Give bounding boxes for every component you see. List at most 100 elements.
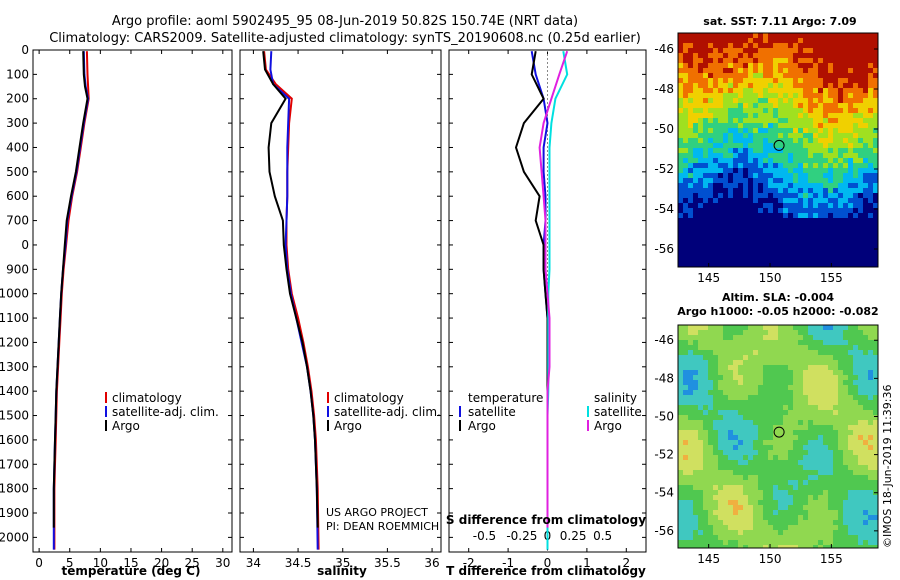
heatmap-cell [688, 525, 693, 530]
heatmap-cell [818, 108, 823, 113]
heatmap-cell [788, 475, 793, 480]
heatmap-cell [728, 73, 733, 78]
heatmap-cell [873, 380, 878, 385]
heatmap-cell [688, 495, 693, 500]
heatmap-cell [793, 340, 798, 345]
heatmap-cell [693, 208, 698, 213]
heatmap-cell [678, 183, 683, 188]
heatmap-cell [758, 213, 763, 218]
heatmap-cell [733, 330, 738, 335]
heatmap-cell [853, 93, 858, 98]
heatmap-cell [828, 485, 833, 490]
heatmap-cell [703, 83, 708, 88]
heatmap-cell [803, 63, 808, 68]
heatmap-cell [693, 198, 698, 203]
heatmap-cell [853, 330, 858, 335]
heatmap-cell [778, 228, 783, 233]
heatmap-cell [813, 345, 818, 350]
heatmap-cell [758, 500, 763, 505]
heatmap-cell [738, 178, 743, 183]
heatmap-cell [758, 475, 763, 480]
heatmap-cell [713, 495, 718, 500]
heatmap-cell [693, 355, 698, 360]
heatmap-cell [683, 233, 688, 238]
heatmap-cell [793, 390, 798, 395]
heatmap-cell [808, 188, 813, 193]
heatmap-cell [808, 68, 813, 73]
heatmap-cell [728, 370, 733, 375]
heatmap-cell [818, 470, 823, 475]
heatmap-cell [788, 385, 793, 390]
heatmap-cell [833, 173, 838, 178]
heatmap-cell [798, 98, 803, 103]
heatmap-cell [698, 475, 703, 480]
heatmap-cell [708, 335, 713, 340]
heatmap-cell [808, 470, 813, 475]
heatmap-cell [788, 63, 793, 68]
heatmap-cell [858, 133, 863, 138]
heatmap-cell [863, 123, 868, 128]
heatmap-cell [803, 188, 808, 193]
heatmap-cell [828, 158, 833, 163]
heatmap-cell [733, 153, 738, 158]
heatmap-cell [733, 83, 738, 88]
heatmap-cell [773, 248, 778, 253]
heatmap-cell [723, 475, 728, 480]
lon-tick-label: 150 [759, 552, 782, 566]
heatmap-cell [743, 330, 748, 335]
heatmap-cell [838, 455, 843, 460]
heatmap-cell [868, 98, 873, 103]
heatmap-cell [723, 345, 728, 350]
heatmap-cell [738, 355, 743, 360]
heatmap-cell [858, 520, 863, 525]
heatmap-cell [733, 163, 738, 168]
heatmap-cell [728, 450, 733, 455]
heatmap-cell [683, 228, 688, 233]
heatmap-cell [783, 188, 788, 193]
heatmap-cell [863, 385, 868, 390]
heatmap-cell [838, 253, 843, 258]
heatmap-cell [813, 415, 818, 420]
heatmap-cell [803, 108, 808, 113]
heatmap-cell [688, 330, 693, 335]
heatmap-cell [743, 118, 748, 123]
heatmap-cell [763, 243, 768, 248]
heatmap-cell [728, 440, 733, 445]
heatmap-cell [863, 223, 868, 228]
heatmap-cell [873, 178, 878, 183]
heatmap-cell [848, 138, 853, 143]
legend-label: satellite-adj. clim. [334, 405, 441, 419]
heatmap-cell [718, 113, 723, 118]
heatmap-cell [798, 330, 803, 335]
heatmap-cell [718, 43, 723, 48]
heatmap-cell [688, 148, 693, 153]
heatmap-cell [863, 183, 868, 188]
heatmap-cell [708, 68, 713, 73]
heatmap-cell [748, 380, 753, 385]
heatmap-cell [788, 73, 793, 78]
heatmap-cell [678, 158, 683, 163]
heatmap-cell [848, 73, 853, 78]
heatmap-cell [838, 520, 843, 525]
heatmap-cell [753, 113, 758, 118]
heatmap-cell [748, 540, 753, 545]
heatmap-cell [763, 223, 768, 228]
heatmap-cell [863, 505, 868, 510]
heatmap-cell [758, 530, 763, 535]
heatmap-cell [863, 485, 868, 490]
heatmap-cell [813, 495, 818, 500]
heatmap-cell [808, 370, 813, 375]
heatmap-cell [818, 38, 823, 43]
heatmap-cell [813, 520, 818, 525]
heatmap-cell [838, 88, 843, 93]
lat-tick-label: -46 [654, 333, 674, 347]
heatmap-cell [723, 248, 728, 253]
heatmap-cell [863, 390, 868, 395]
heatmap-cell [688, 370, 693, 375]
heatmap-cell [828, 78, 833, 83]
heatmap-cell [818, 153, 823, 158]
heatmap-cell [768, 233, 773, 238]
heatmap-cell [843, 73, 848, 78]
heatmap-cell [868, 133, 873, 138]
heatmap-cell [733, 248, 738, 253]
